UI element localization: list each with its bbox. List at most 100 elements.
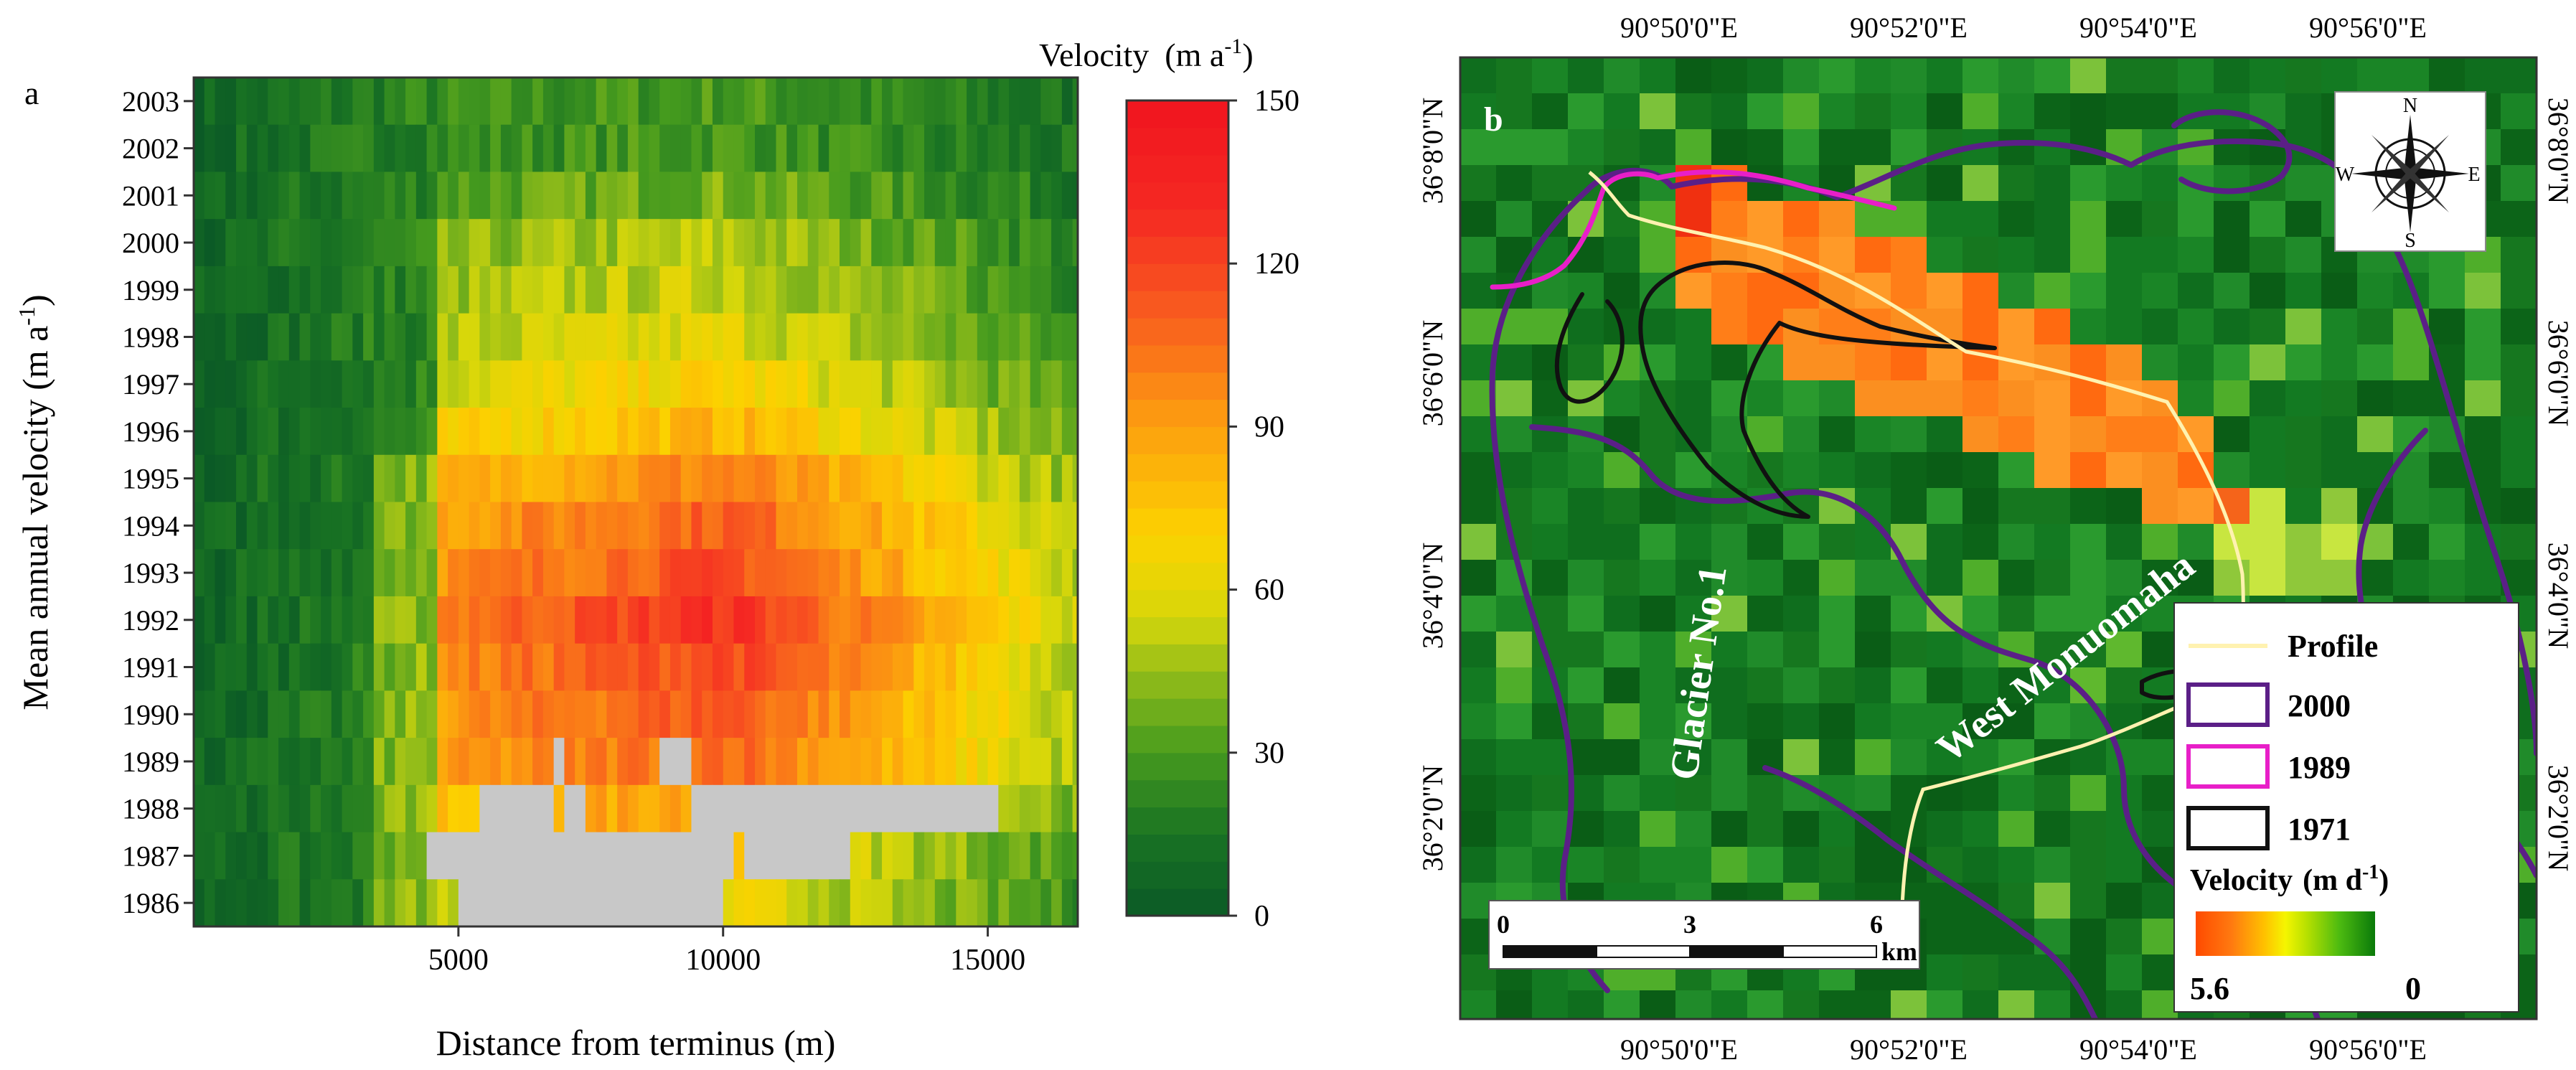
heatmap-cell bbox=[437, 738, 448, 786]
heatmap-cell bbox=[564, 454, 575, 503]
heatmap-cell bbox=[934, 738, 946, 786]
heatmap-cell bbox=[882, 502, 893, 550]
heatmap-cell bbox=[1072, 596, 1078, 644]
heatmap-cell bbox=[680, 172, 692, 220]
map-pixel bbox=[1783, 560, 1820, 596]
heatmap-cell bbox=[448, 124, 459, 173]
heatmap-cell bbox=[500, 124, 512, 173]
heatmap-cell bbox=[310, 266, 321, 314]
map-pixel bbox=[1604, 775, 1640, 812]
map-pixel bbox=[2357, 560, 2394, 596]
heatmap-cell bbox=[712, 408, 724, 456]
heatmap-cell bbox=[215, 454, 226, 503]
heatmap-cell bbox=[426, 313, 438, 361]
heatmap-cell bbox=[998, 784, 1010, 833]
heatmap-cell bbox=[691, 596, 702, 644]
heatmap-cell bbox=[702, 596, 713, 644]
map-pixel bbox=[2357, 309, 2394, 345]
map-pixel bbox=[1962, 165, 1999, 202]
heatmap-cell bbox=[723, 784, 735, 833]
heatmap-cell bbox=[829, 172, 840, 220]
map-pixel bbox=[2034, 811, 2071, 848]
heatmap-cell bbox=[204, 408, 216, 456]
map-pixel bbox=[1783, 990, 1820, 1019]
heatmap-cell bbox=[342, 78, 353, 126]
heatmap-cell bbox=[225, 738, 237, 786]
map-pixel bbox=[1927, 273, 1963, 309]
heatmap-cell bbox=[1030, 219, 1041, 267]
heatmap-cell bbox=[797, 784, 809, 833]
heatmap-cell bbox=[246, 596, 258, 644]
map-pixel bbox=[1819, 524, 1856, 560]
map-pixel bbox=[1496, 416, 1533, 453]
map-pixel bbox=[1819, 703, 1856, 740]
heatmap-cell bbox=[807, 879, 819, 927]
scale-bar-box bbox=[1488, 900, 1920, 970]
map-pixel bbox=[1927, 919, 1963, 955]
heatmap-cell bbox=[1061, 219, 1073, 267]
heatmap-cell bbox=[1072, 124, 1078, 173]
heatmap-cell bbox=[575, 172, 586, 220]
map-pixel bbox=[1855, 273, 1891, 309]
map-pixel bbox=[2250, 237, 2286, 273]
heatmap-cell bbox=[1009, 266, 1020, 314]
heatmap-cell bbox=[680, 502, 692, 550]
heatmap-cell bbox=[638, 643, 650, 691]
heatmap-cell bbox=[278, 549, 290, 597]
heatmap-cell bbox=[934, 502, 946, 550]
heatmap-cell bbox=[606, 738, 618, 786]
map-pixel bbox=[2178, 237, 2214, 273]
heatmap-cell bbox=[215, 502, 226, 550]
heatmap-cell bbox=[437, 408, 448, 456]
map-pixel bbox=[2465, 273, 2501, 309]
heatmap-cell bbox=[977, 690, 989, 738]
colorbar-tick-label: 120 bbox=[1254, 248, 1299, 281]
heatmap-cell bbox=[500, 879, 512, 927]
heatmap-cell bbox=[659, 408, 671, 456]
heatmap-cell bbox=[754, 690, 766, 738]
heatmap-cell bbox=[659, 78, 671, 126]
map-pixel bbox=[2501, 524, 2537, 560]
heatmap-cell bbox=[903, 643, 914, 691]
heatmap-cell bbox=[415, 124, 428, 173]
heatmap-cell bbox=[892, 879, 904, 927]
heatmap-cell bbox=[299, 124, 311, 173]
heatmap-cell bbox=[723, 408, 735, 456]
map-pixel bbox=[1711, 309, 1748, 345]
heatmap-cell bbox=[490, 313, 502, 361]
heatmap-cell bbox=[321, 78, 332, 126]
heatmap-cell bbox=[1061, 784, 1073, 833]
map-pixel bbox=[2070, 273, 2107, 309]
heatmap-cell bbox=[659, 124, 671, 173]
map-pixel bbox=[2357, 380, 2394, 417]
heatmap-cell bbox=[871, 784, 883, 833]
map-pixel bbox=[1604, 596, 1640, 632]
map-pixel bbox=[2285, 380, 2322, 417]
heatmap-cell bbox=[659, 596, 671, 644]
heatmap-cell bbox=[331, 643, 343, 691]
map-pixel bbox=[1460, 165, 1497, 202]
heatmap-cell bbox=[776, 124, 787, 173]
heatmap-cell bbox=[384, 78, 395, 126]
map-pixel bbox=[2393, 380, 2430, 417]
colorbar-band bbox=[1127, 698, 1228, 726]
heatmap-cell bbox=[1040, 690, 1052, 738]
heatmap-cell bbox=[288, 172, 301, 220]
heatmap-cell bbox=[860, 738, 872, 786]
heatmap-cell bbox=[363, 690, 375, 738]
map-pixel bbox=[1640, 667, 1676, 704]
heatmap-cell bbox=[1051, 360, 1063, 408]
heatmap-cell bbox=[998, 454, 1010, 503]
map-pixel bbox=[1747, 811, 1784, 848]
map-pixel bbox=[1460, 201, 1497, 238]
heatmap-cell bbox=[860, 643, 872, 691]
map-pixel bbox=[1568, 811, 1604, 848]
heatmap-cell bbox=[352, 502, 364, 550]
map-frame bbox=[1459, 56, 2538, 1020]
map-pixel bbox=[1783, 703, 1820, 740]
heatmap-cell bbox=[246, 738, 258, 786]
heatmap-cell bbox=[680, 454, 692, 503]
map-pixel bbox=[1783, 667, 1820, 704]
map-pixel bbox=[1640, 416, 1676, 453]
